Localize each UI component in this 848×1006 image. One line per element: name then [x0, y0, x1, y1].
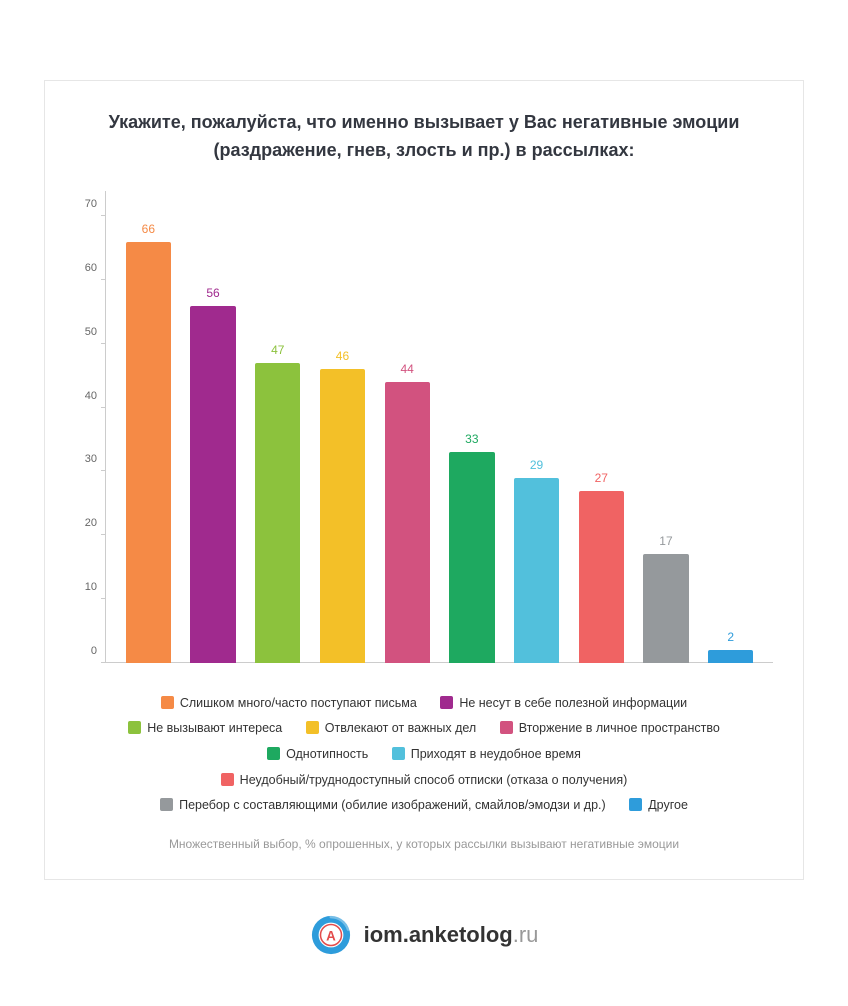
legend-label: Вторжение в личное пространство	[519, 721, 720, 735]
bar-value-label: 33	[465, 432, 478, 446]
y-tick-label: 20	[73, 517, 103, 529]
svg-text:A: A	[326, 928, 336, 943]
bar-value-label: 56	[206, 286, 219, 300]
bar-value-label: 27	[595, 471, 608, 485]
legend-item: Приходят в неудобное время	[392, 742, 581, 768]
brand-name: iom.anketolog.ru	[364, 922, 539, 948]
legend-item: Другое	[629, 793, 688, 819]
bars-container: 6656474644332927172	[106, 191, 773, 663]
legend-item: Перебор с составляющими (обилие изображе…	[160, 793, 606, 819]
bar-value-label: 46	[336, 349, 349, 363]
y-tick-mark	[101, 470, 106, 471]
y-tick-label: 40	[73, 390, 103, 402]
brand-tld: .ru	[513, 922, 539, 947]
y-tick-mark	[101, 662, 106, 663]
y-tick-label: 50	[73, 326, 103, 338]
brand-main: iom.anketolog	[364, 922, 513, 947]
bar-slot: 66	[116, 191, 181, 663]
legend-swatch	[267, 747, 280, 760]
y-tick-label: 60	[73, 262, 103, 274]
y-tick-mark	[101, 407, 106, 408]
bar: 66	[126, 242, 171, 663]
legend-swatch	[440, 696, 453, 709]
bar: 56	[190, 306, 235, 663]
legend-label: Однотипность	[286, 747, 368, 761]
legend-item: Неудобный/труднодоступный способ отписки…	[221, 768, 628, 794]
bar-value-label: 66	[142, 222, 155, 236]
legend-label: Приходят в неудобное время	[411, 747, 581, 761]
bar-slot: 27	[569, 191, 634, 663]
bar: 17	[643, 554, 688, 662]
legend-item: Не несут в себе полезной информации	[440, 691, 687, 717]
bar-value-label: 29	[530, 458, 543, 472]
legend-label: Слишком много/часто поступают письма	[180, 696, 417, 710]
legend-swatch	[160, 798, 173, 811]
bar-slot: 56	[181, 191, 246, 663]
bar-value-label: 44	[400, 362, 413, 376]
y-axis: 0 10 20 30 40 50 60 70	[73, 191, 103, 663]
chart-card: Укажите, пожалуйста, что именно вызывает…	[44, 80, 804, 880]
legend-label: Другое	[648, 798, 688, 812]
y-tick-label: 30	[73, 453, 103, 465]
bar: 46	[320, 369, 365, 662]
chart-plot-area: 010203040506070 6656474644332927172	[105, 191, 773, 663]
chart-title: Укажите, пожалуйста, что именно вызывает…	[65, 109, 783, 165]
page: Укажите, пожалуйста, что именно вызывает…	[0, 0, 848, 1006]
brand-logo-icon: A	[310, 914, 352, 956]
y-tick-mark	[101, 279, 106, 280]
bar-value-label: 17	[659, 534, 672, 548]
bar-value-label: 2	[727, 630, 734, 644]
legend-item: Вторжение в личное пространство	[500, 716, 720, 742]
legend-item: Не вызывают интереса	[128, 716, 282, 742]
chart-subtitle: Множественный выбор, % опрошенных, у кот…	[65, 837, 783, 851]
bar-slot: 33	[440, 191, 505, 663]
y-tick-mark	[101, 215, 106, 216]
legend-label: Отвлекают от важных дел	[325, 721, 476, 735]
legend-label: Не несут в себе полезной информации	[459, 696, 687, 710]
legend-label: Неудобный/труднодоступный способ отписки…	[240, 773, 628, 787]
bar: 27	[579, 491, 624, 663]
bar: 33	[449, 452, 494, 662]
legend-item: Отвлекают от важных дел	[306, 716, 476, 742]
y-tick-label: 0	[73, 645, 103, 657]
y-tick-mark	[101, 598, 106, 599]
legend-label: Не вызывают интереса	[147, 721, 282, 735]
legend: Слишком много/часто поступают письма Не …	[65, 691, 783, 819]
legend-swatch	[128, 721, 141, 734]
bar-slot: 29	[504, 191, 569, 663]
footer-brand: A iom.anketolog.ru	[44, 914, 804, 956]
bar-slot: 47	[245, 191, 310, 663]
y-tick-label: 70	[73, 198, 103, 210]
bar: 47	[255, 363, 300, 663]
y-tick-label: 10	[73, 581, 103, 593]
legend-item: Слишком много/часто поступают письма	[161, 691, 417, 717]
legend-swatch	[221, 773, 234, 786]
bar: 29	[514, 478, 559, 663]
plot-region: 6656474644332927172	[105, 191, 773, 663]
legend-swatch	[629, 798, 642, 811]
legend-swatch	[161, 696, 174, 709]
bar-slot: 2	[698, 191, 763, 663]
bar: 2	[708, 650, 753, 663]
legend-label: Перебор с составляющими (обилие изображе…	[179, 798, 606, 812]
bar: 44	[385, 382, 430, 663]
bar-slot: 17	[634, 191, 699, 663]
bar-slot: 44	[375, 191, 440, 663]
legend-item: Однотипность	[267, 742, 368, 768]
bar-value-label: 47	[271, 343, 284, 357]
bar-slot: 46	[310, 191, 375, 663]
legend-swatch	[392, 747, 405, 760]
legend-swatch	[500, 721, 513, 734]
y-tick-mark	[101, 534, 106, 535]
y-tick-mark	[101, 343, 106, 344]
legend-swatch	[306, 721, 319, 734]
